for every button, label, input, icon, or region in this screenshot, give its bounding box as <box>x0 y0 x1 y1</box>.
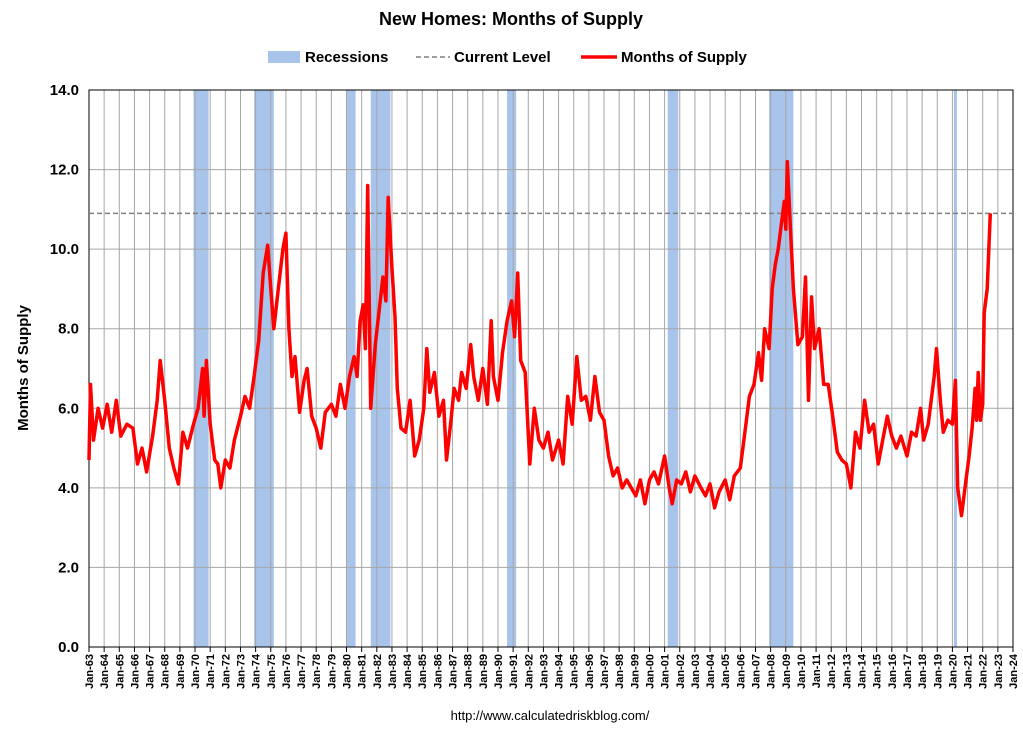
y-tick-label: 14.0 <box>50 82 79 99</box>
x-tick-label: Jan-19 <box>932 654 944 689</box>
x-tick-label: Jan-64 <box>99 653 111 689</box>
x-tick-label: Jan-14 <box>857 653 869 689</box>
x-tick-label: Jan-93 <box>538 654 550 689</box>
x-tick-label: Jan-04 <box>705 653 717 689</box>
x-tick-label: Jan-17 <box>902 654 914 689</box>
x-tick-label: Jan-84 <box>402 653 414 689</box>
series-line <box>87 159 993 518</box>
x-tick-label: Jan-75 <box>266 654 278 689</box>
y-tick-label: 8.0 <box>58 321 79 338</box>
x-tick-label: Jan-78 <box>311 654 323 689</box>
x-tick-label: Jan-89 <box>478 654 490 689</box>
x-tick-label: Jan-23 <box>993 654 1005 689</box>
x-tick-label: Jan-02 <box>675 654 687 689</box>
x-tick-label: Jan-76 <box>281 654 293 689</box>
recession-band <box>507 90 517 647</box>
x-tick-label: Jan-79 <box>326 654 338 689</box>
x-tick-label: Jan-18 <box>917 654 929 689</box>
y-tick-label: 2.0 <box>58 559 79 576</box>
x-tick-label: Jan-97 <box>599 654 611 689</box>
x-tick-label: Jan-11 <box>811 654 823 688</box>
legend-label: Months of Supply <box>621 49 747 66</box>
x-tick-label: Jan-10 <box>796 654 808 689</box>
recession-band <box>370 90 391 647</box>
recession-band <box>667 90 679 647</box>
recession-band <box>953 90 957 647</box>
x-tick-label: Jan-13 <box>841 654 853 689</box>
x-tick-label: Jan-69 <box>175 654 187 689</box>
y-tick-label: 6.0 <box>58 400 79 417</box>
x-tick-label: Jan-82 <box>372 654 384 689</box>
x-tick-label: Jan-81 <box>357 654 369 689</box>
x-tick-label: Jan-73 <box>235 654 247 689</box>
x-tick-label: Jan-94 <box>554 653 566 689</box>
x-tick-label: Jan-95 <box>569 654 581 689</box>
x-tick-label: Jan-03 <box>690 654 702 689</box>
x-tick-label: Jan-68 <box>160 654 172 689</box>
chart-title: New Homes: Months of Supply <box>379 9 643 29</box>
x-tick-label: Jan-70 <box>190 654 202 689</box>
x-tick-label: Jan-83 <box>387 654 399 689</box>
x-tick-label: Jan-06 <box>735 654 747 689</box>
x-tick-label: Jan-96 <box>584 654 596 689</box>
x-tick-label: Jan-80 <box>342 654 354 689</box>
x-tick-label: Jan-71 <box>205 654 217 689</box>
legend-swatch <box>268 51 300 63</box>
x-tick-label: Jan-85 <box>417 654 429 689</box>
x-tick-label: Jan-09 <box>781 654 793 689</box>
x-tick-label: Jan-74 <box>251 653 263 689</box>
x-tick-label: Jan-16 <box>887 654 899 689</box>
x-tick-label: Jan-22 <box>978 654 990 689</box>
y-axis-label: Months of Supply <box>15 304 32 430</box>
x-tick-label: Jan-91 <box>508 654 520 689</box>
x-tick-label: Jan-00 <box>644 654 656 689</box>
y-tick-label: 10.0 <box>50 241 79 258</box>
x-tick-label: Jan-88 <box>463 654 475 689</box>
x-tick-label: Jan-98 <box>614 654 626 689</box>
y-tick-label: 12.0 <box>50 162 79 179</box>
x-tick-label: Jan-99 <box>629 654 641 689</box>
legend-label: Recessions <box>305 49 388 66</box>
x-tick-label: Jan-63 <box>84 654 96 689</box>
legend-label: Current Level <box>454 49 551 66</box>
x-tick-label: Jan-24 <box>1008 653 1020 689</box>
x-tick-label: Jan-05 <box>720 654 732 689</box>
x-tick-label: Jan-15 <box>872 654 884 689</box>
x-tick-label: Jan-66 <box>129 654 141 689</box>
x-tick-label: Jan-90 <box>493 654 505 689</box>
plot-frame <box>88 89 1014 648</box>
x-tick-label: Jan-21 <box>963 654 975 689</box>
x-tick-label: Jan-92 <box>523 654 535 689</box>
x-tick-label: Jan-12 <box>826 654 838 689</box>
x-tick-label: Jan-72 <box>220 654 232 689</box>
x-tick-label: Jan-65 <box>114 654 126 689</box>
x-tick-label: Jan-86 <box>432 654 444 689</box>
x-tick-label: Jan-08 <box>766 654 778 689</box>
x-tick-label: Jan-07 <box>750 654 762 689</box>
recession-band <box>769 90 794 647</box>
recession-band <box>254 90 274 647</box>
x-tick-label: Jan-20 <box>947 654 959 689</box>
x-tick-label: Jan-67 <box>145 654 157 689</box>
x-tick-label: Jan-87 <box>448 654 460 689</box>
x-tick-label: Jan-77 <box>296 654 308 689</box>
y-tick-label: 4.0 <box>58 480 79 497</box>
x-tick-label: Jan-01 <box>660 654 672 689</box>
source: http://www.calculatedriskblog.com/ <box>451 708 650 723</box>
y-tick-label: 0.0 <box>58 639 79 656</box>
